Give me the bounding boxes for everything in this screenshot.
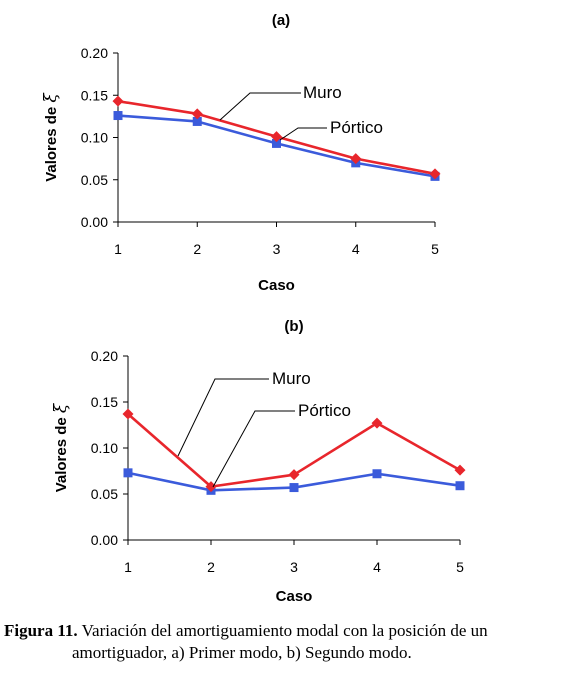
chart-title: (b) [284,318,303,335]
figure-caption: Figura 11. Variación del amortiguamiento… [0,620,567,664]
data-point-portico [372,469,382,479]
y-axis-title: Valores de ξ [41,92,61,182]
data-point-muro [454,464,466,476]
data-point-portico [272,138,281,148]
x-tick-label: 2 [207,559,215,575]
x-tick-label: 2 [193,241,201,257]
chart-title: (a) [272,12,290,29]
data-point-muro [191,108,203,120]
data-point-portico [192,116,202,126]
chart-a: (a) 0.00 0.05 0.10 0.15 0.20 1 2 3 4 5 Caso Valores … [41,12,441,294]
data-point-portico [113,111,123,121]
x-axis-title: Caso [276,588,313,605]
y-tick-label: 0.00 [81,214,108,230]
y-tick-label: 0.05 [91,486,118,502]
leader-line-muro [219,92,301,121]
x-tick-label: 1 [124,559,132,575]
x-tick-label: 1 [114,241,122,257]
series-label-portico: Pórtico [330,118,383,137]
x-tick-label: 5 [456,559,464,575]
figure-canvas: (a) 0.00 0.05 0.10 0.15 0.20 1 2 3 4 5 Caso Valores … [41,12,466,605]
x-tick-label: 4 [373,559,381,575]
y-tick-label: 0.15 [81,87,108,103]
y-axis-title-symbol: ξ [51,402,71,413]
data-point-muro [429,168,441,180]
data-point-muro [371,417,383,429]
x-axis-title: Caso [258,277,295,294]
y-axis-title-symbol: ξ [41,92,61,103]
data-point-muro [122,408,134,420]
y-axis-title-text: Valores de [53,413,70,492]
data-point-portico [123,468,133,478]
y-axis-title-text: Valores de [43,103,60,182]
y-tick-label: 0.20 [91,348,118,364]
data-point-muro [288,469,300,481]
series-label-muro: Muro [272,369,311,388]
x-tick-label: 4 [352,241,360,257]
series-label-muro: Muro [303,83,342,102]
chart-b: (b) 0.00 0.05 0.10 0.15 0.20 1 2 3 4 5 Caso Valores … [51,318,466,605]
y-tick-label: 0.10 [91,440,118,456]
y-tick-label: 0.20 [81,45,108,61]
x-tick-label: 3 [273,241,281,257]
figure-label: Figura 11. [4,621,78,640]
data-point-portico [289,483,299,493]
y-axis-title: Valores de ξ [51,402,71,492]
y-tick-label: 0.05 [81,172,108,188]
caption-line-1: Variación del amortiguamiento modal con … [81,621,488,640]
data-point-muro [350,153,362,165]
data-point-muro [112,95,124,107]
data-point-portico [455,481,465,491]
series-label-portico: Pórtico [298,401,351,420]
y-tick-label: 0.15 [91,394,118,410]
leader-line-muro [177,378,269,457]
leader-line-portico [279,127,327,141]
caption-line-2: amortiguador, a) Primer modo, b) Segundo… [72,643,412,662]
leader-line-portico [212,410,295,488]
data-point-muro [205,481,217,493]
x-tick-label: 3 [290,559,298,575]
data-point-muro [271,131,282,143]
x-tick-label: 5 [431,241,439,257]
y-tick-label: 0.00 [91,532,118,548]
y-tick-label: 0.10 [81,130,108,146]
